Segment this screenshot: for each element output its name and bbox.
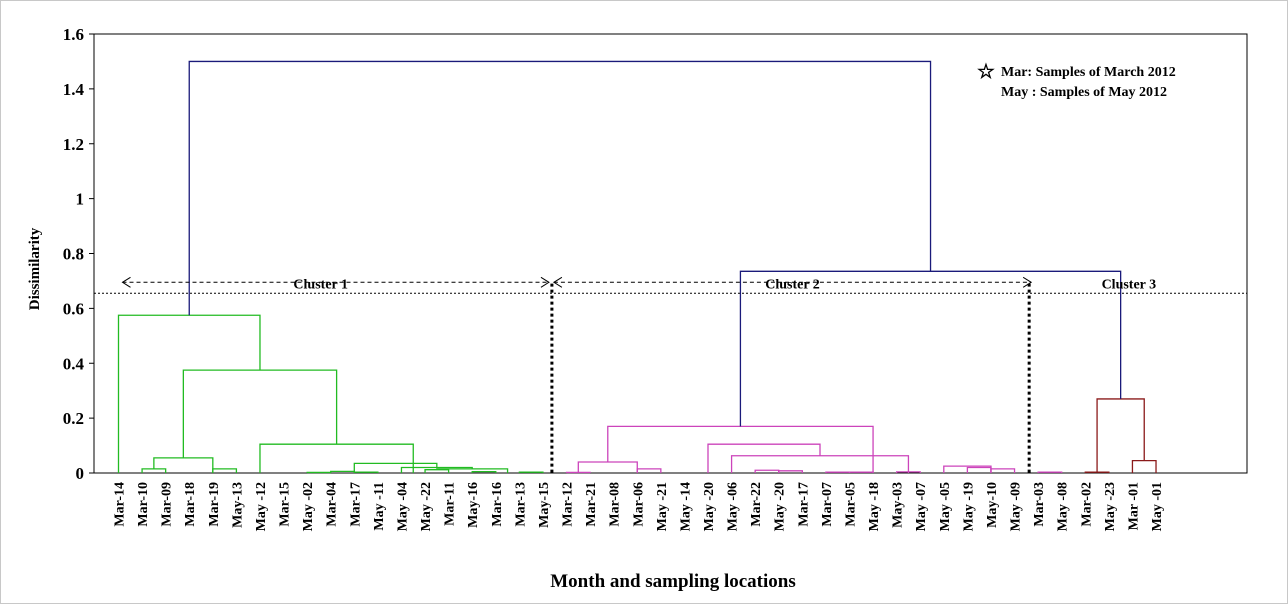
- y-tick-label: 0.4: [63, 354, 85, 373]
- dendrogram-link: [607, 425, 874, 473]
- x-tick-label: Mar-19: [207, 482, 222, 527]
- dendrogram-link: [117, 314, 261, 473]
- y-tick-label: 0: [76, 464, 85, 483]
- dendrogram-link: [739, 270, 1122, 427]
- x-tick-label: May -09: [1009, 482, 1024, 531]
- dendrogram-link: [188, 60, 932, 316]
- x-tick-label: Mar-02: [1079, 482, 1094, 527]
- x-tick-label: May-15: [537, 482, 552, 528]
- y-tick-label: 1.2: [63, 135, 84, 154]
- arrow-head-right: [540, 276, 550, 288]
- x-tick-label: Mar-09: [160, 482, 175, 527]
- x-tick-label: Mar-08: [608, 482, 623, 527]
- legend-line-may: May : Samples of May 2012: [1001, 85, 1167, 100]
- dendrogram-link: [212, 468, 238, 473]
- x-tick-label: Mar-11: [443, 482, 458, 526]
- arrow-head-left: [121, 276, 131, 288]
- x-tick-label: Mar -01: [1126, 482, 1141, 530]
- x-tick-label: Mar-12: [561, 482, 576, 527]
- dendrogram-link: [306, 471, 332, 474]
- x-tick-label: Mar-16: [490, 482, 505, 527]
- x-tick-label: Mar-17: [796, 482, 811, 527]
- dendrogram-link: [707, 443, 821, 473]
- cluster-annotations: Cluster 1 Cluster 2 Cluster 3: [94, 276, 1247, 473]
- x-tick-label: May -11: [372, 482, 387, 531]
- x-tick-label: May -14: [678, 482, 693, 531]
- x-tick-label: May -20: [773, 482, 788, 531]
- dendrogram-link: [518, 471, 544, 473]
- dendrogram-link: [353, 462, 438, 473]
- x-tick-label: Mar-14: [113, 482, 128, 527]
- dendrogram-link: [636, 468, 662, 473]
- x-tick-label: May -18: [867, 482, 882, 531]
- arrow-head-left: [552, 276, 563, 288]
- x-tick-label: May-16: [466, 482, 481, 528]
- x-tick-label: Mar-15: [278, 482, 293, 527]
- x-tick-label: Mar-18: [183, 482, 198, 527]
- x-tick-label: Mar-06: [631, 482, 646, 527]
- x-tick-label: May-13: [230, 482, 245, 528]
- y-tick-label: 0.2: [63, 409, 84, 428]
- x-tick-label: May-03: [891, 482, 906, 528]
- x-tick-label: Mar-13: [513, 482, 528, 527]
- x-tick-label: May-10: [985, 482, 1000, 528]
- x-tick-label: May -05: [938, 482, 953, 531]
- x-tick-label: May -04: [395, 482, 410, 531]
- y-tick-label: 0.6: [63, 299, 84, 318]
- x-tick-label: Mar-04: [325, 482, 340, 527]
- x-tick-label: Mar-10: [136, 482, 151, 527]
- y-tick-label: 1.4: [63, 80, 85, 99]
- dendrogram-link: [1037, 471, 1063, 473]
- x-tick-label: May -02: [301, 482, 316, 531]
- x-tick-label: Mar-07: [820, 482, 835, 527]
- x-tick-label: May -07: [914, 482, 929, 531]
- x-tick-label: Mar-21: [584, 482, 599, 527]
- dendrogram-link: [966, 466, 992, 473]
- x-tick-label: May -06: [726, 482, 741, 531]
- dendrogram-link: [1131, 460, 1157, 473]
- x-tick-label: May -20: [702, 482, 717, 531]
- x-tick-label: May -21: [655, 482, 670, 531]
- dendrogram-link: [565, 471, 591, 474]
- x-tick-label: May -23: [1103, 482, 1118, 531]
- x-tick-label: May -19: [961, 482, 976, 531]
- arrow-head-right: [1022, 276, 1033, 288]
- x-axis-label: Month and sampling locations: [550, 571, 795, 592]
- x-tick-label: May -22: [419, 482, 434, 531]
- x-tick-label: Mar-17: [348, 482, 363, 527]
- x-tick-label: May -08: [1056, 482, 1071, 531]
- dendrogram-link: [990, 468, 1016, 473]
- y-tick-label: 1.6: [63, 25, 84, 44]
- dendrogram-link: [943, 465, 992, 473]
- dendrogram-link: [577, 461, 638, 473]
- star-icon: ☆: [977, 61, 995, 83]
- dendrogram-link: [471, 470, 497, 473]
- x-tick-label: Mar-05: [843, 482, 858, 527]
- dendrogram-links: [117, 60, 1157, 474]
- x-tick-label: May -12: [254, 482, 269, 531]
- cluster-1-label: Cluster 1: [293, 277, 348, 292]
- legend-line-march: Mar: Samples of March 2012: [1001, 65, 1176, 80]
- y-axis-label: Dissimilarity: [27, 227, 43, 310]
- y-tick-label: 1: [76, 190, 85, 209]
- dendrogram-link: [259, 443, 414, 473]
- cluster-2-label: Cluster 2: [765, 277, 820, 292]
- dendrogram-link: [153, 457, 214, 473]
- dendrogram-link: [778, 470, 803, 473]
- dendrogram-link: [141, 468, 167, 473]
- x-tick-label: Mar-03: [1032, 482, 1047, 527]
- x-tick-label: Mar-22: [749, 482, 764, 527]
- axes: 0 0.2 0.4 0.6 0.8 1 1.2 1.4 1.6 Mar-14 Mar-10 Mar-0…: [63, 25, 1248, 531]
- y-tick-label: 0.8: [63, 245, 84, 264]
- x-tick-label: May -01: [1150, 482, 1165, 531]
- cluster-3-label: Cluster 3: [1102, 277, 1157, 292]
